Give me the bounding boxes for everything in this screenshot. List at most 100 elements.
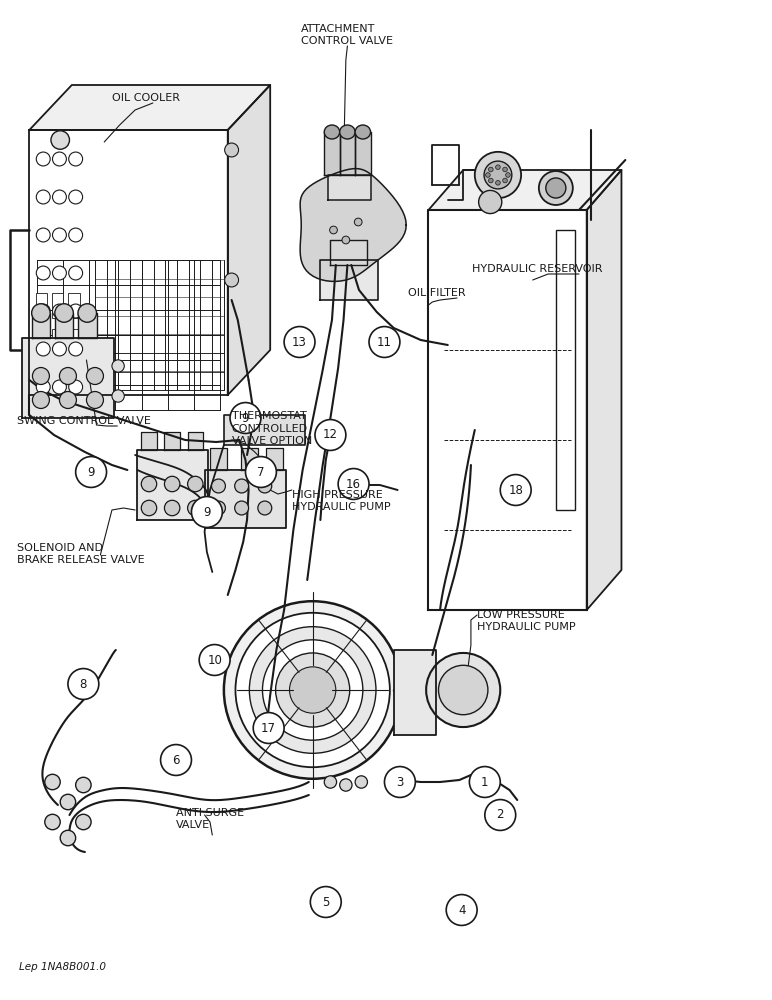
Circle shape — [253, 713, 284, 743]
Circle shape — [69, 342, 83, 356]
Polygon shape — [320, 260, 378, 300]
Bar — [68, 293, 80, 318]
Circle shape — [496, 180, 500, 185]
Text: LOW PRESSURE
HYDRAULIC PUMP: LOW PRESSURE HYDRAULIC PUMP — [477, 610, 576, 632]
Bar — [556, 230, 575, 510]
Polygon shape — [428, 170, 621, 210]
Circle shape — [438, 665, 488, 715]
Circle shape — [60, 794, 76, 810]
Circle shape — [60, 830, 76, 846]
Circle shape — [489, 178, 493, 183]
Circle shape — [340, 779, 352, 791]
Circle shape — [36, 342, 50, 356]
Circle shape — [36, 228, 50, 242]
Circle shape — [258, 479, 272, 493]
Circle shape — [384, 767, 415, 797]
Circle shape — [338, 469, 369, 499]
Circle shape — [500, 475, 531, 505]
Text: 5: 5 — [322, 896, 330, 908]
Text: ATTACHMENT
CONTROL VALVE: ATTACHMENT CONTROL VALVE — [301, 24, 393, 46]
Circle shape — [539, 171, 573, 205]
Text: 9: 9 — [203, 506, 211, 518]
Text: THERMOSTAT
CONTROLLED
VALVE OPTION: THERMOSTAT CONTROLLED VALVE OPTION — [232, 411, 312, 446]
Circle shape — [489, 167, 493, 172]
Circle shape — [276, 653, 350, 727]
Polygon shape — [205, 470, 286, 528]
Circle shape — [69, 266, 83, 280]
Circle shape — [258, 501, 272, 515]
Circle shape — [369, 327, 400, 357]
Circle shape — [506, 173, 510, 177]
Text: OIL COOLER: OIL COOLER — [112, 93, 180, 103]
Circle shape — [69, 152, 83, 166]
Circle shape — [479, 190, 502, 214]
Circle shape — [486, 173, 490, 177]
Circle shape — [52, 190, 66, 204]
Circle shape — [235, 501, 249, 515]
Circle shape — [78, 304, 96, 322]
Text: 12: 12 — [323, 428, 338, 442]
Circle shape — [225, 273, 239, 287]
Circle shape — [188, 500, 203, 516]
Text: 4: 4 — [458, 904, 466, 916]
Circle shape — [230, 403, 261, 433]
Polygon shape — [355, 132, 371, 175]
Polygon shape — [78, 313, 96, 338]
Circle shape — [45, 774, 60, 790]
Text: 18: 18 — [508, 484, 523, 496]
Text: OIL FILTER: OIL FILTER — [408, 288, 466, 298]
Text: 1: 1 — [481, 776, 489, 788]
Text: Lep 1NA8B001.0: Lep 1NA8B001.0 — [19, 962, 107, 972]
Circle shape — [212, 479, 225, 493]
Circle shape — [52, 152, 66, 166]
Text: 11: 11 — [377, 336, 392, 349]
Circle shape — [503, 167, 507, 172]
Polygon shape — [188, 432, 203, 450]
Polygon shape — [137, 450, 208, 520]
Circle shape — [315, 420, 346, 450]
Circle shape — [164, 500, 180, 516]
Bar — [36, 329, 47, 354]
Bar — [68, 365, 80, 390]
Text: 13: 13 — [292, 336, 307, 349]
Polygon shape — [330, 240, 367, 265]
Circle shape — [355, 776, 367, 788]
Bar — [52, 365, 63, 390]
Polygon shape — [164, 432, 180, 450]
Text: 6: 6 — [172, 754, 180, 766]
Circle shape — [69, 380, 83, 394]
Circle shape — [224, 601, 401, 779]
Circle shape — [245, 457, 276, 487]
Polygon shape — [328, 175, 371, 200]
Circle shape — [51, 131, 69, 149]
Bar — [52, 329, 63, 354]
Polygon shape — [300, 169, 406, 281]
Circle shape — [69, 228, 83, 242]
Circle shape — [485, 800, 516, 830]
Circle shape — [32, 392, 49, 408]
Bar — [36, 365, 47, 390]
Circle shape — [475, 152, 521, 198]
Circle shape — [45, 814, 60, 830]
Bar — [68, 329, 80, 354]
Circle shape — [36, 304, 50, 318]
Polygon shape — [224, 415, 305, 445]
Circle shape — [52, 304, 66, 318]
Circle shape — [36, 152, 50, 166]
Circle shape — [69, 304, 83, 318]
Polygon shape — [394, 650, 436, 735]
Text: 9: 9 — [87, 466, 95, 479]
Circle shape — [324, 776, 337, 788]
Circle shape — [76, 814, 91, 830]
Circle shape — [290, 667, 336, 713]
Circle shape — [330, 226, 337, 234]
Polygon shape — [340, 132, 355, 175]
Circle shape — [199, 645, 230, 675]
Circle shape — [284, 327, 315, 357]
Text: 9: 9 — [242, 412, 249, 424]
Circle shape — [36, 380, 50, 394]
Circle shape — [469, 767, 500, 797]
Text: 3: 3 — [396, 776, 404, 788]
Circle shape — [52, 266, 66, 280]
Ellipse shape — [324, 125, 340, 139]
